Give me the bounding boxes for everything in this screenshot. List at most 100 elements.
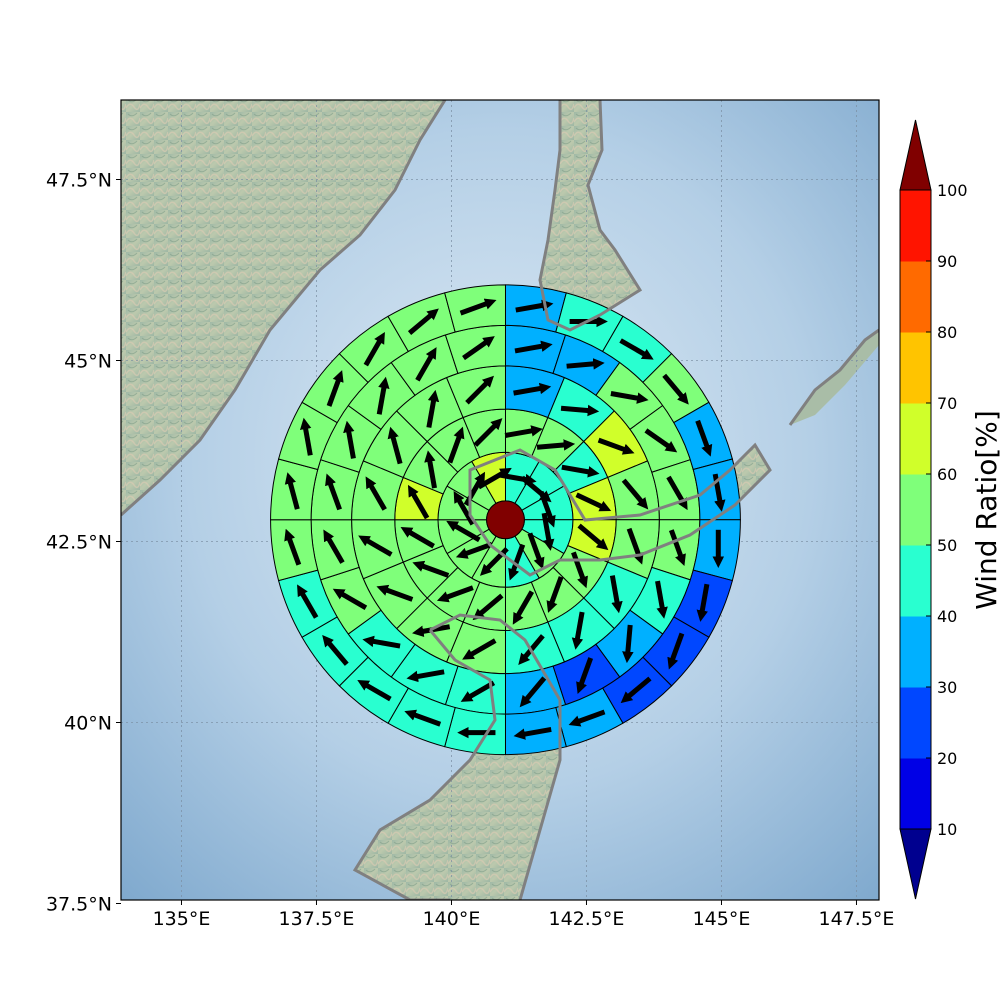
wind-arrow	[362, 635, 401, 649]
wind-arrow	[426, 389, 440, 428]
colorbar-tick-label: 10	[937, 820, 957, 839]
wind-arrow	[376, 376, 390, 415]
wind-arrow	[406, 669, 445, 683]
map-frame	[120, 99, 880, 901]
colorbar-tick-label: 50	[937, 536, 957, 555]
wind-arrow	[662, 373, 689, 405]
coastlines	[121, 100, 879, 900]
wind-arrow	[621, 478, 649, 510]
colorbar-tick-label: 100	[937, 181, 968, 200]
basemap	[121, 100, 879, 900]
wind-arrow	[462, 638, 497, 660]
wind-arrow	[577, 523, 609, 551]
wind-ratio-grid	[270, 284, 741, 756]
wind-arrow	[376, 584, 414, 602]
colorbar-frame	[899, 189, 932, 830]
colorbar-bin	[900, 261, 931, 333]
longitude-axis: 135°E 137.5°E 140°E 142.5°E 145°E 147.5°E	[153, 900, 894, 930]
wind-arrow	[508, 543, 526, 581]
wind-arrow	[477, 467, 512, 490]
wind-arrow	[571, 611, 585, 650]
wind-arrow	[404, 709, 442, 727]
wind-arrow	[284, 472, 300, 510]
wind-arrow	[515, 299, 554, 313]
lat-tick-label: 40°N	[64, 713, 112, 735]
colorbar-bin	[900, 616, 931, 688]
wind-arrow	[560, 404, 600, 417]
colorbar-tick-label: 20	[937, 749, 957, 768]
wind-arrow	[513, 727, 552, 740]
wind-arrow	[465, 375, 494, 405]
wind-arrow	[610, 391, 649, 404]
wind-arrow	[407, 308, 439, 335]
wind-arrow	[412, 560, 450, 578]
wind-arrow	[357, 679, 392, 702]
wind-arrow	[561, 464, 600, 478]
wind-arrow	[332, 588, 368, 611]
wind-arrow	[463, 471, 486, 507]
wind-arrow	[668, 529, 686, 567]
wind-arrow	[325, 473, 342, 511]
wind-arrow	[571, 551, 588, 589]
colorbar-over-extend	[899, 119, 932, 191]
wind-arrow	[326, 370, 344, 407]
wind-arrow	[363, 331, 385, 367]
lat-tick-label: 42.5°N	[46, 532, 112, 554]
colorbar-tick-label: 60	[937, 465, 957, 484]
wind-arrow	[538, 490, 556, 528]
wind-arrow	[424, 450, 437, 489]
lon-tick-label: 140°E	[423, 908, 481, 930]
colorbar-under-extend	[899, 828, 932, 900]
wind-arrow	[284, 528, 302, 566]
wind-arrow	[473, 418, 503, 447]
wind-arrow	[575, 492, 612, 512]
center-cell	[486, 500, 525, 540]
wind-arrow	[695, 419, 713, 457]
wind-arrow	[400, 527, 435, 549]
colorbar-bin	[900, 332, 931, 404]
wind-arrow	[712, 473, 726, 512]
wind-arrows	[284, 298, 726, 740]
lat-tick-label: 45°N	[64, 351, 112, 373]
wind-arrow	[407, 484, 430, 520]
wind-arrow	[322, 634, 349, 666]
wind-arrow	[597, 437, 635, 455]
wind-arrow	[568, 709, 606, 727]
wind-arrow	[655, 580, 668, 619]
wind-arrow	[455, 541, 493, 559]
kuril-islands	[790, 330, 879, 425]
lon-tick-label: 135°E	[153, 908, 211, 930]
colorbar-tick-label: 90	[937, 252, 957, 271]
colorbar-bin	[900, 190, 931, 262]
wind-arrow	[323, 529, 345, 564]
wind-arrow	[447, 426, 465, 464]
colorbar-bin	[900, 758, 931, 830]
wind-arrow	[609, 575, 623, 614]
wind-arrow	[620, 676, 652, 704]
wind-arrow	[576, 657, 594, 694]
wind-arrow	[644, 428, 678, 453]
wind-arrow	[666, 475, 688, 511]
wind-arrow	[566, 358, 605, 370]
wind-arrow	[462, 336, 495, 361]
wind-arrow	[446, 520, 481, 543]
wind-arrow	[667, 632, 685, 670]
wind-arrow	[619, 338, 654, 360]
wind-arrow	[415, 347, 437, 382]
lat-tick-label: 37.5°N	[46, 894, 112, 916]
wind-arrow	[536, 439, 576, 451]
wind-arrow	[546, 576, 564, 613]
wind-arrow	[299, 417, 313, 456]
wind-arrow	[436, 585, 474, 603]
wind-arrow	[365, 476, 387, 511]
wind-arrow	[297, 584, 319, 619]
colorbar: 10 20 30 40 50 60 70 80 90 100	[899, 119, 968, 900]
lat-tick-label: 47.5°N	[46, 170, 112, 192]
wind-arrow	[453, 491, 475, 526]
colorbar-tick-label: 30	[937, 678, 957, 697]
colorbar-tick-label: 40	[937, 607, 957, 626]
colorbar-bin	[900, 687, 931, 759]
wind-arrow	[513, 382, 552, 396]
wind-arrow	[518, 634, 545, 666]
